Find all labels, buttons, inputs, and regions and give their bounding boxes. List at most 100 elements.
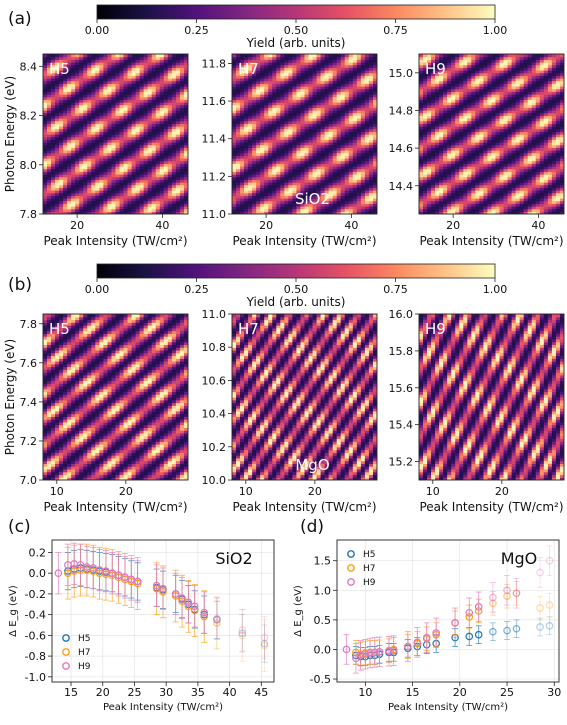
heatmap-cell [324, 134, 330, 138]
heatmap-cell [59, 80, 64, 84]
heatmap-cell [111, 59, 117, 63]
heatmap-cell [155, 75, 161, 79]
heatmap-cell [344, 208, 350, 212]
heatmap-cell [304, 198, 310, 202]
heatmap-cell [308, 102, 314, 106]
heatmap-cell [260, 88, 265, 92]
heatmap-cell [47, 120, 52, 124]
heatmap-cell [288, 195, 294, 199]
heatmap-cell [183, 54, 188, 58]
heatmap-cell [244, 123, 249, 127]
heatmap-cell [340, 182, 346, 186]
heatmap-cell [292, 142, 298, 146]
heatmap-cell [332, 54, 338, 58]
heatmap-cell [183, 163, 188, 167]
heatmap-cell [304, 112, 310, 116]
heatmap-cell [159, 211, 165, 214]
heatmap-cell [155, 195, 161, 199]
heatmap-cell [167, 147, 173, 151]
heatmap-cell [292, 195, 298, 199]
heatmap-cell [264, 94, 269, 98]
heatmap-cell [87, 102, 92, 106]
heatmap-cell [320, 128, 326, 132]
heatmap-cell [139, 94, 145, 98]
heatmap-cell [276, 136, 281, 140]
heatmap-cell [163, 70, 169, 74]
heatmap-cell [260, 78, 265, 82]
heatmap-cell [284, 134, 289, 138]
heatmap-cell [427, 206, 432, 210]
heatmap-cell [268, 80, 273, 84]
heatmap-cell [59, 115, 64, 119]
heatmap-cell [240, 104, 245, 108]
heatmap-cell [139, 136, 145, 140]
heatmap-cell [288, 168, 294, 172]
heatmap-cell [147, 128, 153, 132]
heatmap-cell [155, 94, 161, 98]
heatmap-cell [75, 160, 80, 164]
heatmap-cell [91, 83, 96, 87]
heatmap-cell [175, 179, 181, 183]
heatmap-cell [163, 136, 169, 140]
heatmap-cell [171, 182, 177, 186]
heatmap-cell [260, 86, 265, 90]
heatmap-cell [232, 150, 237, 154]
heatmap-cell [159, 166, 165, 170]
heatmap-cell [55, 96, 60, 100]
heatmap-cell [75, 131, 80, 135]
heatmap-cell [103, 126, 109, 130]
heatmap-cell [43, 91, 48, 95]
heatmap-cell [159, 198, 165, 202]
heatmap-cell [316, 174, 322, 178]
heatmap-cell [288, 142, 294, 146]
heatmap-cell [256, 75, 261, 79]
heatmap-cell [83, 190, 88, 194]
heatmap-cell [107, 198, 113, 202]
heatmap-cell [99, 75, 105, 79]
heatmap-cell [340, 176, 346, 180]
heatmap-cell [183, 134, 188, 138]
heatmap-cell [71, 99, 76, 103]
heatmap-cell [296, 206, 302, 210]
heatmap-cell [240, 115, 245, 119]
heatmap-cell [123, 155, 129, 159]
heatmap-cell [276, 163, 281, 167]
heatmap-cell [356, 163, 362, 167]
heatmap-cell [340, 118, 346, 122]
panel-label-c: (c) [8, 517, 31, 537]
heatmap-cell [175, 150, 181, 154]
heatmap-cell [63, 174, 68, 178]
heatmap-cell [236, 110, 241, 114]
heatmap-cell [455, 67, 460, 71]
heatmap-cell [431, 128, 436, 132]
heatmap-cell [356, 200, 362, 204]
heatmap-cell [99, 158, 105, 162]
heatmap-cell [419, 59, 424, 63]
heatmap-cell [280, 182, 285, 186]
heatmap-cell [167, 91, 173, 95]
heatmap-cell [280, 174, 285, 178]
y-tick-label: 8.0 [20, 159, 38, 172]
heatmap-cell [67, 187, 72, 191]
heatmap-cell [427, 179, 432, 183]
heatmap-cell [135, 126, 141, 130]
heatmap-cell [107, 190, 113, 194]
heatmap-cell [368, 190, 374, 194]
heatmap-cell [175, 80, 181, 84]
heatmap-cell [340, 131, 346, 135]
heatmap-cell [419, 182, 424, 186]
heatmap-cell [324, 158, 330, 162]
heatmap-cell [171, 195, 177, 199]
heatmap-cell [419, 107, 424, 111]
heatmap-cell [304, 176, 310, 180]
heatmap-cell [280, 94, 285, 98]
heatmap-cell [123, 182, 129, 186]
heatmap-cell [292, 206, 298, 210]
heatmap-cell [91, 96, 96, 100]
heatmap-cell [147, 62, 153, 66]
heatmap-cell [296, 198, 302, 202]
heatmap-cell [115, 70, 121, 74]
heatmap-cell [99, 182, 105, 186]
heatmap-cell [455, 200, 460, 204]
heatmap-cell [419, 62, 424, 66]
